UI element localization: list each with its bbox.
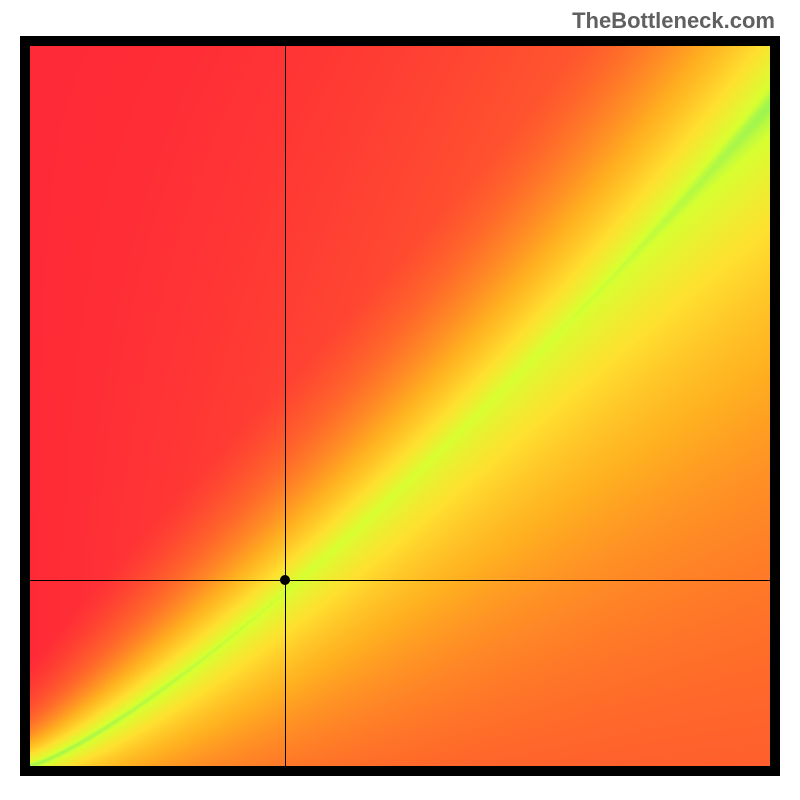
chart-container: TheBottleneck.com: [0, 0, 800, 800]
crosshair-horizontal: [30, 580, 770, 581]
heatmap-canvas: [30, 46, 770, 766]
watermark-text: TheBottleneck.com: [572, 8, 775, 34]
plot-frame: [20, 36, 780, 776]
crosshair-vertical: [285, 46, 286, 766]
